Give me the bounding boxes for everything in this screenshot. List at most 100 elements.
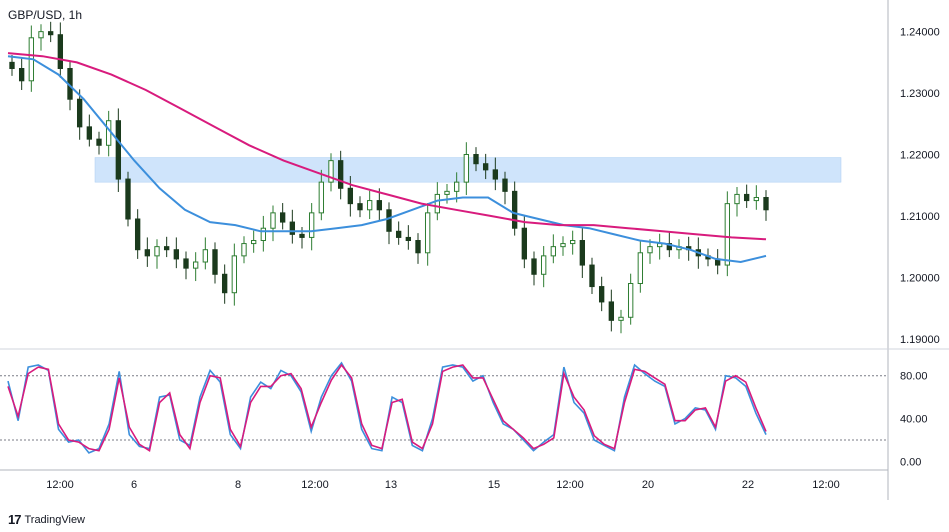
candle-body <box>289 221 296 235</box>
candle-body <box>579 240 586 266</box>
candle-body <box>144 249 151 257</box>
candle-body <box>299 233 305 238</box>
candle-body <box>415 240 421 254</box>
candle-body <box>598 286 605 303</box>
time-tick-label: 13 <box>385 479 397 491</box>
candle-body <box>221 273 228 294</box>
candle-body <box>434 193 441 214</box>
candle-body <box>521 227 528 260</box>
candle-body <box>57 34 64 69</box>
time-tick-label: 12:00 <box>812 479 840 491</box>
candle-body <box>212 249 218 275</box>
price-pane[interactable] <box>7 21 842 334</box>
candle-body <box>376 200 383 211</box>
candle-body <box>318 181 325 214</box>
candle-body <box>618 316 624 321</box>
moving-average-line-2 <box>7 52 767 241</box>
candle-body <box>328 160 334 183</box>
time-tick-label: 22 <box>742 479 754 491</box>
candle-body <box>270 212 276 229</box>
candle-body <box>86 126 93 140</box>
price-tick-label: 1.24000 <box>900 27 940 39</box>
candle-body <box>569 240 576 245</box>
candle-body <box>250 240 257 245</box>
tradingview-brand[interactable]: 17 TradingView <box>8 512 85 527</box>
time-tick-label: 15 <box>488 479 500 491</box>
candle-body <box>202 249 209 263</box>
candle-body <box>18 68 25 82</box>
candle-body <box>115 120 122 180</box>
candle-body <box>550 246 557 257</box>
candle-body <box>647 246 653 254</box>
time-tick-label: 20 <box>642 479 654 491</box>
candle-body <box>134 218 141 251</box>
candle-body <box>463 154 470 183</box>
candle-body <box>502 178 508 192</box>
candle-body <box>753 197 760 202</box>
candle-body <box>540 255 547 275</box>
price-tick-label: 1.22000 <box>900 150 940 162</box>
candle-body <box>395 230 402 238</box>
price-tick-label: 1.19000 <box>900 334 940 346</box>
brand-name: TradingView <box>24 513 86 526</box>
candle-body <box>444 190 450 195</box>
oscillator-line-2 <box>7 363 767 452</box>
candle-body <box>347 187 354 205</box>
candle-body <box>125 178 131 220</box>
candle-body <box>173 249 180 260</box>
candle-body <box>666 243 673 251</box>
candle-body <box>231 255 238 294</box>
candle-body <box>724 203 731 266</box>
candle-body <box>589 264 595 288</box>
candle-body <box>183 258 189 269</box>
candle-body <box>637 252 644 285</box>
candle-body <box>308 212 315 238</box>
candle-body <box>9 61 15 70</box>
candle-body <box>163 246 170 251</box>
time-tick-label: 12:00 <box>301 479 329 491</box>
oscillator-tick-label: 40.00 <box>900 414 928 426</box>
candle-body <box>492 169 499 180</box>
candle-body <box>105 120 112 146</box>
candle-body <box>560 243 566 248</box>
candle-body <box>531 258 537 275</box>
candle-body <box>337 160 344 189</box>
candle-body <box>405 236 412 242</box>
chart-title: GBP/USD, 1h <box>8 8 83 22</box>
candle-body <box>192 261 199 269</box>
candle-body <box>260 227 267 241</box>
candle-body <box>734 193 740 205</box>
candle-body <box>366 200 373 211</box>
candle-body <box>386 209 392 232</box>
candle-body <box>763 197 769 211</box>
candle-body <box>453 181 460 192</box>
moving-average-line-1 <box>7 55 767 264</box>
oscillator-tick-label: 0.00 <box>900 456 921 468</box>
price-tick-label: 1.20000 <box>900 272 940 284</box>
candle-body <box>357 203 363 211</box>
candle-body <box>279 212 286 223</box>
candle-body <box>38 31 44 39</box>
tradingview-logo-icon: 17 <box>8 512 22 527</box>
candle-body <box>482 163 489 171</box>
candle-body <box>473 154 479 165</box>
candle-body <box>241 243 247 257</box>
candle-body <box>96 138 102 146</box>
oscillator-pane[interactable] <box>0 361 888 454</box>
candle-body <box>608 301 615 321</box>
time-tick-label: 6 <box>131 479 137 491</box>
time-tick-label: 12:00 <box>46 479 74 491</box>
time-tick-label: 8 <box>235 479 241 491</box>
candle-body <box>47 31 54 36</box>
price-tick-label: 1.21000 <box>900 211 940 223</box>
candle-body <box>424 212 431 254</box>
candle-body <box>76 98 83 128</box>
candle-body <box>154 246 160 257</box>
oscillator-tick-label: 80.00 <box>900 371 928 383</box>
candle-body <box>511 190 518 229</box>
price-tick-label: 1.23000 <box>900 88 940 100</box>
axes: 1.24000 1.23000 1.22000 1.21000 1.20000 1.190… <box>0 0 949 500</box>
time-tick-label: 12:00 <box>556 479 584 491</box>
candle-body <box>627 283 634 318</box>
